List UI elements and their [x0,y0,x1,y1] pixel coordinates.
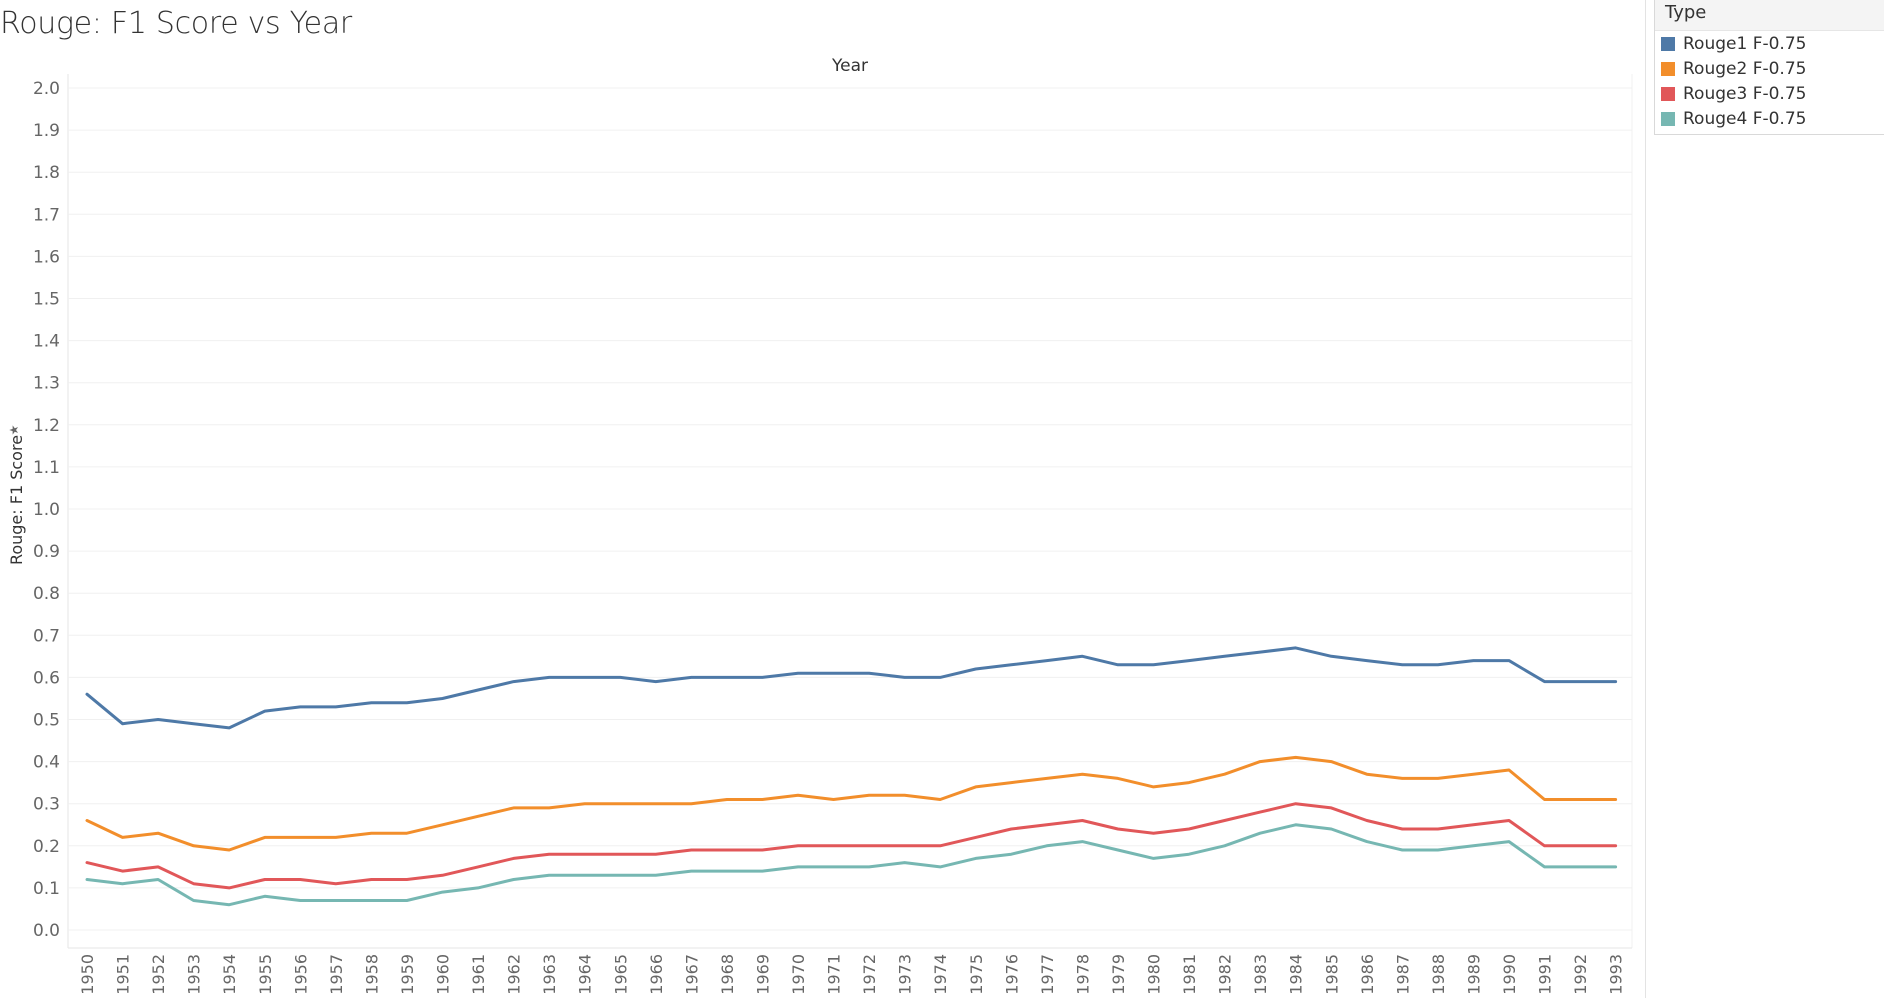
x-tick-label: 1985 [1322,954,1341,995]
y-tick-label: 1.1 [33,458,60,478]
legend-label: Rouge1 F-0.75 [1683,33,1807,54]
x-tick-label: 1974 [931,954,950,995]
sort-icon: ★ [7,425,21,436]
y-tick-label: 0.0 [33,921,60,941]
legend-item[interactable]: Rouge1 F-0.75 [1655,31,1884,56]
line-chart: 0.0 0.1 0.2 0.3 0.4 0.5 0.6 0.7 0.8 0.9 1.0 1.1 1.2 1… [7,56,1633,995]
y-tick-label: 0.6 [33,668,60,688]
x-tick-label: 1951 [114,954,133,995]
x-tick-label: 1983 [1251,954,1270,995]
x-tick-label: 1987 [1393,954,1412,995]
legend-swatch [1661,111,1675,126]
chart-title: Rouge: F1 Score vs Year [0,6,352,41]
x-tick-label: 1967 [682,954,701,995]
x-tick-label: 1976 [1002,954,1021,995]
x-tick-label: 1956 [291,954,310,995]
legend-label: Rouge3 F-0.75 [1683,83,1807,104]
series-line [85,755,1618,852]
y-tick-label: 0.2 [33,837,60,857]
y-tick-label: 0.9 [33,542,60,562]
x-tick-label: 1982 [1216,954,1235,995]
x-tick-label: 1990 [1500,954,1519,995]
x-tick-label: 1960 [434,954,453,995]
x-tick-label: 1980 [1145,954,1164,995]
x-tick-label: 1962 [505,954,524,995]
x-tick-label: 1963 [540,954,559,995]
series-line [85,802,1618,890]
y-tick-label: 1.8 [33,163,60,183]
x-tick-label: 1958 [362,954,381,995]
x-tick-label: 1975 [967,954,986,995]
x-axis-title: Year [831,56,868,76]
y-tick-label: 0.5 [33,711,60,731]
y-tick-label: 0.4 [33,753,60,773]
y-tick-label: 1.4 [33,332,60,352]
x-tick-label: 1979 [1109,954,1128,995]
x-tick-label: 1964 [576,954,595,995]
x-tick-label: 1991 [1536,954,1555,995]
x-tick-label: 1965 [611,954,630,995]
y-tick-label: 1.5 [33,290,60,310]
x-tick-label: 1981 [1180,954,1199,995]
y-tick-label: 0.8 [33,584,60,604]
y-tick-label: 1.2 [33,416,60,436]
x-tick-label: 1989 [1464,954,1483,995]
x-tick-label: 1973 [896,954,915,995]
y-tick-label: 0.7 [33,626,60,646]
y-tick-label: 1.9 [33,121,60,141]
x-tick-label: 1961 [469,954,488,995]
x-tick-label: 1968 [718,954,737,995]
x-tick-label: 1986 [1358,954,1377,995]
legend-swatch [1661,86,1675,101]
y-tick-label: 1.7 [33,205,60,225]
legend-item[interactable]: Rouge3 F-0.75 [1655,81,1884,106]
x-tick-label: 1952 [149,954,168,995]
x-tick-label: 1984 [1287,954,1306,995]
series-line [85,646,1618,730]
y-tick-label: 2.0 [33,79,60,99]
legend-panel[interactable]: Type Rouge1 F-0.75 Rouge2 F-0.75 Rouge3 F-… [1654,0,1884,135]
legend-items: Rouge1 F-0.75 Rouge2 F-0.75 Rouge3 F-0.75 R… [1655,31,1884,131]
legend-label: Rouge4 F-0.75 [1683,108,1807,129]
x-tick-label: 1978 [1073,954,1092,995]
x-tick-label: 1957 [327,954,346,995]
x-tick-label: 1959 [398,954,417,995]
x-tick-label: 1953 [185,954,204,995]
legend-label: Rouge2 F-0.75 [1683,58,1807,79]
x-tick-label: 1969 [753,954,772,995]
legend-swatch [1661,36,1675,51]
x-tick-label: 1966 [647,954,666,995]
x-tick-label: 1954 [220,954,239,995]
x-tick-label: 1977 [1038,954,1057,995]
x-tick-label: 1970 [789,954,808,995]
legend-item[interactable]: Rouge4 F-0.75 [1655,106,1884,131]
legend-title: Type [1655,0,1884,31]
x-tick-label: 1972 [860,954,879,995]
x-tick-label: 1988 [1429,954,1448,995]
x-tick-label: 1992 [1571,954,1590,995]
x-tick-label: 1955 [256,954,275,995]
panel-divider [1645,0,1646,998]
x-tick-label: 1971 [825,954,844,995]
y-tick-label: 1.0 [33,500,60,520]
y-tick-label: 1.6 [33,247,60,267]
series-line [85,823,1618,907]
y-tick-label: 0.1 [33,879,60,899]
y-tick-label: 0.3 [33,795,60,815]
x-tick-label: 1950 [78,954,97,995]
y-axis-title: Rouge: F1 Score [7,435,26,565]
legend-swatch [1661,61,1675,76]
legend-item[interactable]: Rouge2 F-0.75 [1655,56,1884,81]
y-tick-label: 1.3 [33,374,60,394]
x-tick-label: 1993 [1607,954,1626,995]
